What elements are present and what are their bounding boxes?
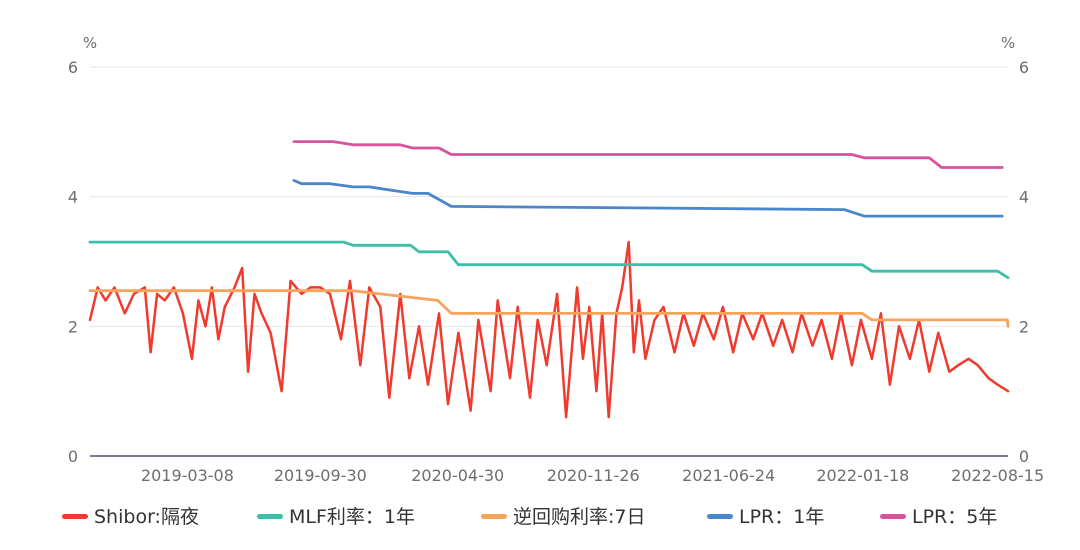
left-y-axis: 0 2 4 6 xyxy=(68,58,78,466)
x-tick-label: 2019-03-08 xyxy=(141,466,234,485)
y-tick-right: 4 xyxy=(1019,188,1029,207)
legend-item-0[interactable]: Shibor:隔夜 xyxy=(62,506,199,528)
legend-label: 逆回购利率:7日 xyxy=(513,506,646,528)
legend-item-2[interactable]: 逆回购利率:7日 xyxy=(481,506,646,528)
series-line-0 xyxy=(88,240,1010,419)
legend-swatch xyxy=(707,514,733,519)
grid-lines xyxy=(90,66,1008,327)
legend-label: Shibor:隔夜 xyxy=(94,506,199,528)
y-tick-left: 6 xyxy=(68,58,78,77)
x-tick-label: 2020-04-30 xyxy=(411,466,504,485)
legend: Shibor:隔夜 MLF利率：1年 逆回购利率:7日 LPR：1年 LPR：5年 xyxy=(62,506,997,528)
series-lines xyxy=(88,140,1010,419)
legend-swatch xyxy=(481,514,507,519)
x-tick-label: 2019-09-30 xyxy=(274,466,367,485)
series-line-2 xyxy=(88,289,1010,328)
right-unit-label: % xyxy=(1001,34,1015,52)
legend-item-1[interactable]: MLF利率：1年 xyxy=(257,506,415,528)
legend-item-3[interactable]: LPR：1年 xyxy=(707,506,824,528)
y-tick-left: 0 xyxy=(68,447,78,466)
x-tick-label: 2020-11-26 xyxy=(547,466,640,485)
series-line-1 xyxy=(88,240,1010,280)
x-axis: 2019-03-08 2019-09-30 2020-04-30 2020-11-26… xyxy=(141,466,1044,485)
x-tick-label: 2022-01-18 xyxy=(816,466,909,485)
y-tick-left: 4 xyxy=(68,188,78,207)
left-unit-label: % xyxy=(83,34,97,52)
y-tick-right: 2 xyxy=(1019,317,1029,336)
legend-item-4[interactable]: LPR：5年 xyxy=(880,506,997,528)
series-line-4 xyxy=(292,140,1004,169)
y-tick-left: 2 xyxy=(68,317,78,336)
legend-swatch xyxy=(257,514,283,519)
y-tick-right: 6 xyxy=(1019,58,1029,77)
series-line-3 xyxy=(292,179,1004,218)
legend-label: MLF利率：1年 xyxy=(289,506,415,528)
legend-label: LPR：5年 xyxy=(912,506,997,528)
right-y-axis: 0 2 4 6 xyxy=(1019,58,1029,466)
y-tick-right: 0 xyxy=(1019,447,1029,466)
x-tick-label: 2022-08-15 xyxy=(951,466,1044,485)
legend-swatch xyxy=(880,514,906,519)
legend-swatch xyxy=(62,514,88,519)
legend-label: LPR：1年 xyxy=(739,506,824,528)
x-tick-label: 2021-06-24 xyxy=(682,466,775,485)
